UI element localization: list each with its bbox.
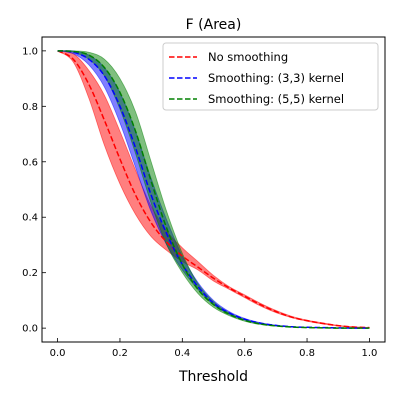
x-tick-label: 0.2	[112, 348, 128, 359]
x-tick-label: 0.4	[174, 348, 190, 359]
series-lines	[57, 50, 370, 329]
band-series-3	[57, 50, 370, 329]
legend: No smoothing Smoothing: (3,3) kernel Smoot…	[162, 42, 379, 111]
y-tick-label: 0.8	[22, 102, 38, 113]
y-tick-label: 0.2	[22, 268, 38, 279]
x-tick-label: 0.0	[50, 348, 66, 359]
y-tick-label: 0.0	[22, 324, 38, 335]
legend-label-1: No smoothing	[208, 50, 288, 64]
line-series-3	[57, 50, 370, 329]
x-tick-label: 0.8	[299, 348, 315, 359]
y-tick-label: 0.6	[22, 157, 38, 168]
chart-title: F (Area)	[186, 17, 242, 33]
plot-frame	[41, 36, 386, 343]
x-tick-label: 0.6	[237, 348, 253, 359]
x-tick-label: 1.0	[361, 348, 377, 359]
y-tick-label: 1.0	[22, 46, 38, 57]
legend-label-3: Smoothing: (5,5) kernel	[208, 92, 344, 106]
legend-label-2: Smoothing: (3,3) kernel	[208, 71, 344, 85]
y-tick-label: 0.4	[22, 213, 38, 224]
legend-box	[162, 42, 379, 111]
line-series-1	[57, 50, 370, 329]
axis-ticks: 0.0 0.2 0.4 0.6 0.8 1.0 0.0 0.2 0.4 0.6 0.8 1.0	[22, 46, 377, 359]
x-axis-label: Threshold	[178, 369, 248, 385]
